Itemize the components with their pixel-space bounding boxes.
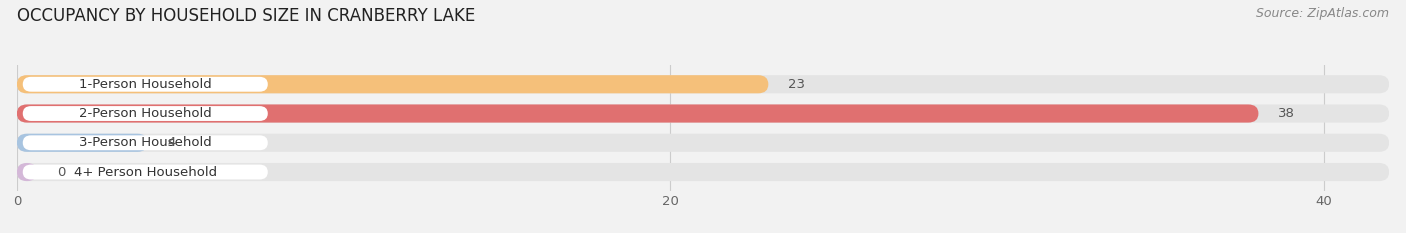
- Text: Source: ZipAtlas.com: Source: ZipAtlas.com: [1256, 7, 1389, 20]
- FancyBboxPatch shape: [22, 77, 267, 92]
- Text: 4: 4: [167, 136, 176, 149]
- FancyBboxPatch shape: [17, 75, 1389, 93]
- FancyBboxPatch shape: [22, 106, 267, 121]
- Text: 0: 0: [56, 165, 65, 178]
- FancyBboxPatch shape: [17, 163, 37, 181]
- FancyBboxPatch shape: [22, 164, 267, 179]
- FancyBboxPatch shape: [17, 134, 148, 152]
- FancyBboxPatch shape: [17, 104, 1258, 123]
- Text: 23: 23: [787, 78, 806, 91]
- FancyBboxPatch shape: [22, 135, 267, 150]
- FancyBboxPatch shape: [17, 75, 768, 93]
- Text: 2-Person Household: 2-Person Household: [79, 107, 212, 120]
- Text: 38: 38: [1278, 107, 1295, 120]
- Text: 1-Person Household: 1-Person Household: [79, 78, 212, 91]
- FancyBboxPatch shape: [17, 163, 1389, 181]
- Text: OCCUPANCY BY HOUSEHOLD SIZE IN CRANBERRY LAKE: OCCUPANCY BY HOUSEHOLD SIZE IN CRANBERRY…: [17, 7, 475, 25]
- Text: 4+ Person Household: 4+ Person Household: [73, 165, 217, 178]
- Text: 3-Person Household: 3-Person Household: [79, 136, 212, 149]
- FancyBboxPatch shape: [17, 104, 1389, 123]
- FancyBboxPatch shape: [17, 134, 1389, 152]
